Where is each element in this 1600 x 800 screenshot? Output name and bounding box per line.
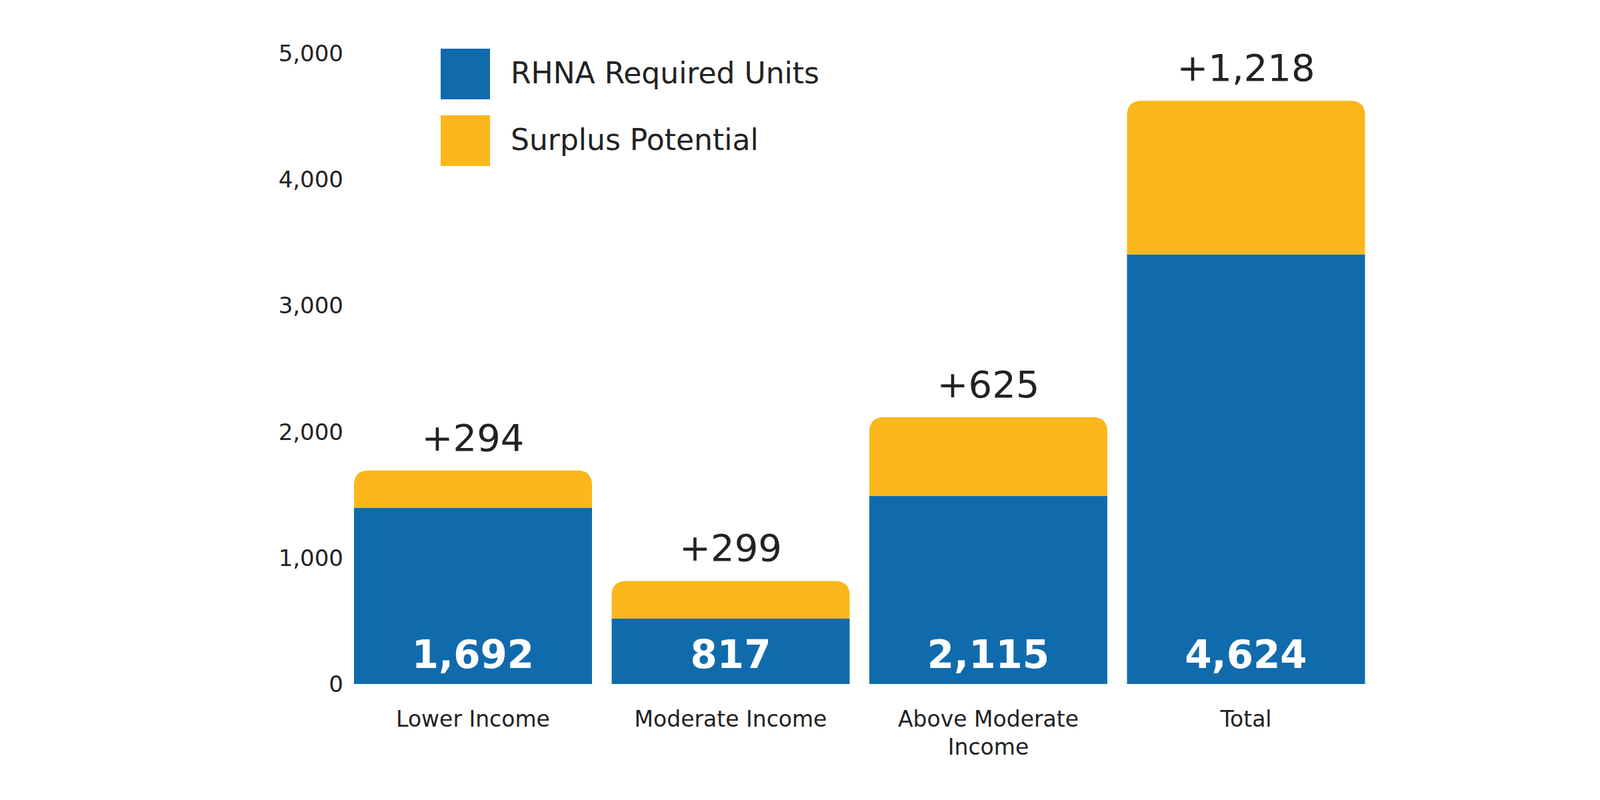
data-label: +294: [422, 416, 525, 460]
total-label: 2,115: [927, 632, 1050, 678]
bar-segment: [869, 417, 1108, 496]
x-tick-line: Moderate Income: [634, 706, 828, 732]
data-label: +625: [937, 362, 1040, 406]
y-tick-label: 2,000: [278, 418, 344, 446]
y-tick-label: 1,000: [278, 544, 344, 572]
data-label: +299: [679, 526, 782, 570]
legend-label: Surplus Potential: [510, 122, 759, 157]
x-tick-line: Total: [1219, 706, 1272, 732]
x-tick-line: Lower Income: [396, 706, 550, 732]
x-tick-label: Above ModerateIncome: [898, 706, 1079, 760]
bar-segment: [1127, 254, 1366, 684]
bars: [354, 100, 1366, 684]
bar-segment: [354, 470, 592, 508]
legend-label: RHNA Required Units: [510, 56, 820, 90]
bar-segment: [354, 507, 592, 684]
total-label: 817: [690, 632, 771, 678]
total-label: 1,692: [412, 632, 534, 678]
legend: RHNA Required Units Surplus Potential: [440, 48, 820, 166]
data-label: +1,218: [1176, 46, 1315, 90]
chart: 0 1,000 2,000 3,000 4,000 5,000 +294 1,692 +299 8…: [0, 0, 1600, 800]
x-tick-label: Total: [1219, 706, 1272, 732]
bar-segment: [612, 580, 850, 619]
legend-swatch: [440, 115, 490, 166]
y-tick-label: 5,000: [278, 40, 344, 67]
legend-swatch: [440, 48, 490, 100]
x-tick-line: Income: [948, 734, 1029, 760]
x-tick-line: Above Moderate: [898, 706, 1079, 732]
bar-segment: [612, 618, 850, 684]
total-label: 4,624: [1184, 632, 1307, 678]
labels: +294 1,692 +299 817 +625 2,115 +1,218 4,624: [412, 46, 1316, 678]
bar-segment: [1127, 100, 1366, 254]
y-tick-label: 4,000: [278, 166, 344, 193]
bar-segment: [869, 496, 1108, 684]
x-tick-label: Moderate Income: [634, 706, 828, 732]
y-tick-label: 3,000: [278, 292, 344, 319]
y-tick-label: 0: [328, 670, 344, 698]
x-tick-label: Lower Income: [396, 706, 550, 732]
